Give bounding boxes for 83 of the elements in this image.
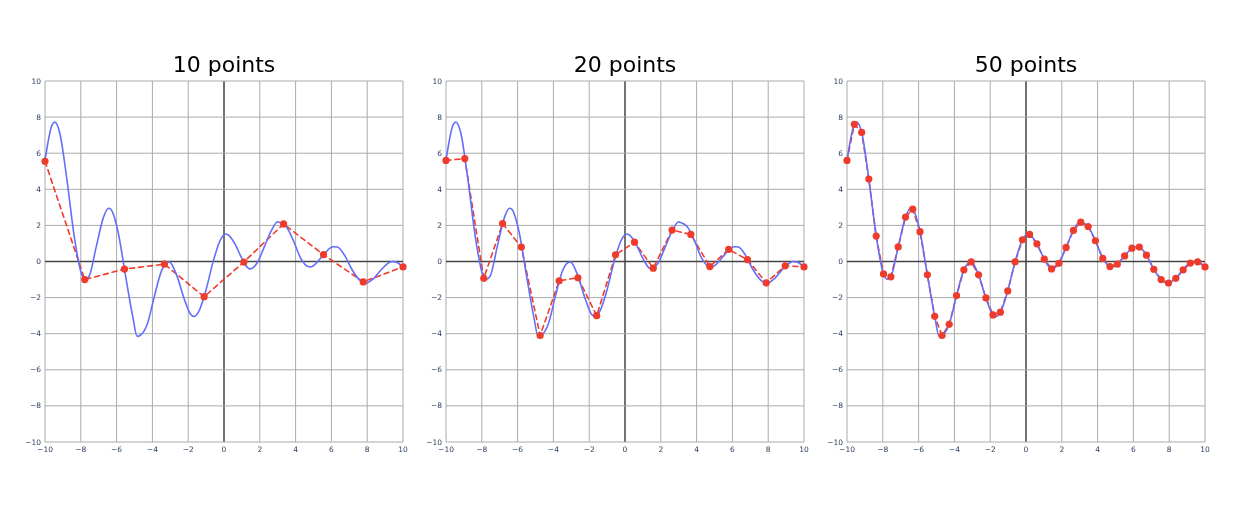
point: [945, 320, 953, 328]
point: [1091, 237, 1100, 245]
point: [160, 260, 168, 268]
point: [1157, 275, 1165, 284]
point: [923, 271, 931, 279]
point: [1048, 265, 1056, 273]
point: [517, 243, 525, 251]
point: [743, 256, 752, 264]
point: [611, 251, 620, 259]
point: [1055, 259, 1063, 267]
point: [555, 277, 563, 285]
point: [649, 264, 657, 272]
point: [593, 312, 601, 320]
point: [781, 262, 789, 270]
point: [1011, 258, 1019, 266]
point: [706, 262, 714, 271]
point: [574, 274, 582, 282]
point: [1179, 266, 1187, 274]
point: [240, 258, 248, 266]
point: [887, 273, 895, 281]
point: [1106, 262, 1114, 271]
point: [1033, 240, 1041, 248]
point: [630, 238, 639, 246]
point: [872, 232, 880, 240]
point: [901, 213, 910, 221]
point: [1135, 243, 1143, 251]
point: [1150, 265, 1158, 273]
point: [1077, 218, 1085, 226]
point: [952, 292, 961, 300]
point: [894, 243, 902, 251]
point: [1004, 287, 1012, 295]
point: [1121, 252, 1129, 260]
point: [974, 271, 983, 279]
point: [1172, 274, 1180, 282]
point: [498, 220, 507, 228]
point: [41, 157, 49, 165]
point: [687, 230, 695, 239]
point: [1128, 244, 1136, 252]
point: [1062, 243, 1070, 252]
chart-title: 10 points: [172, 52, 276, 77]
point: [989, 311, 997, 319]
point: [480, 274, 488, 282]
point: [967, 258, 975, 266]
point: [120, 265, 129, 273]
point: [1113, 260, 1121, 268]
point: [319, 251, 328, 259]
point: [909, 205, 917, 213]
point: [800, 263, 808, 271]
point: [1018, 236, 1027, 244]
point: [1142, 251, 1151, 259]
point: [280, 220, 288, 228]
point: [81, 275, 89, 284]
point: [200, 293, 208, 301]
chart-title: 50 points: [974, 52, 1078, 77]
point: [1099, 254, 1107, 263]
point: [536, 331, 544, 340]
point: [982, 294, 990, 302]
point: [879, 270, 888, 278]
point: [960, 266, 968, 274]
point: [850, 120, 858, 128]
point: [1025, 230, 1034, 239]
point: [1164, 279, 1173, 287]
point: [865, 175, 873, 183]
point: [668, 226, 676, 234]
point: [858, 128, 866, 137]
point: [762, 279, 770, 287]
point: [1194, 258, 1202, 266]
point: [399, 263, 407, 271]
point: [1040, 255, 1048, 263]
point: [359, 278, 367, 286]
point: [1186, 259, 1194, 267]
point: [1084, 222, 1092, 231]
point: [931, 312, 939, 320]
point: [461, 155, 469, 163]
point: [996, 308, 1004, 316]
chart-title: 20 points: [573, 52, 677, 77]
point: [442, 156, 450, 165]
point: [843, 156, 851, 165]
point: [725, 245, 733, 254]
point: [916, 228, 924, 236]
point: [1201, 263, 1209, 271]
point: [938, 331, 946, 340]
point: [1069, 226, 1078, 235]
